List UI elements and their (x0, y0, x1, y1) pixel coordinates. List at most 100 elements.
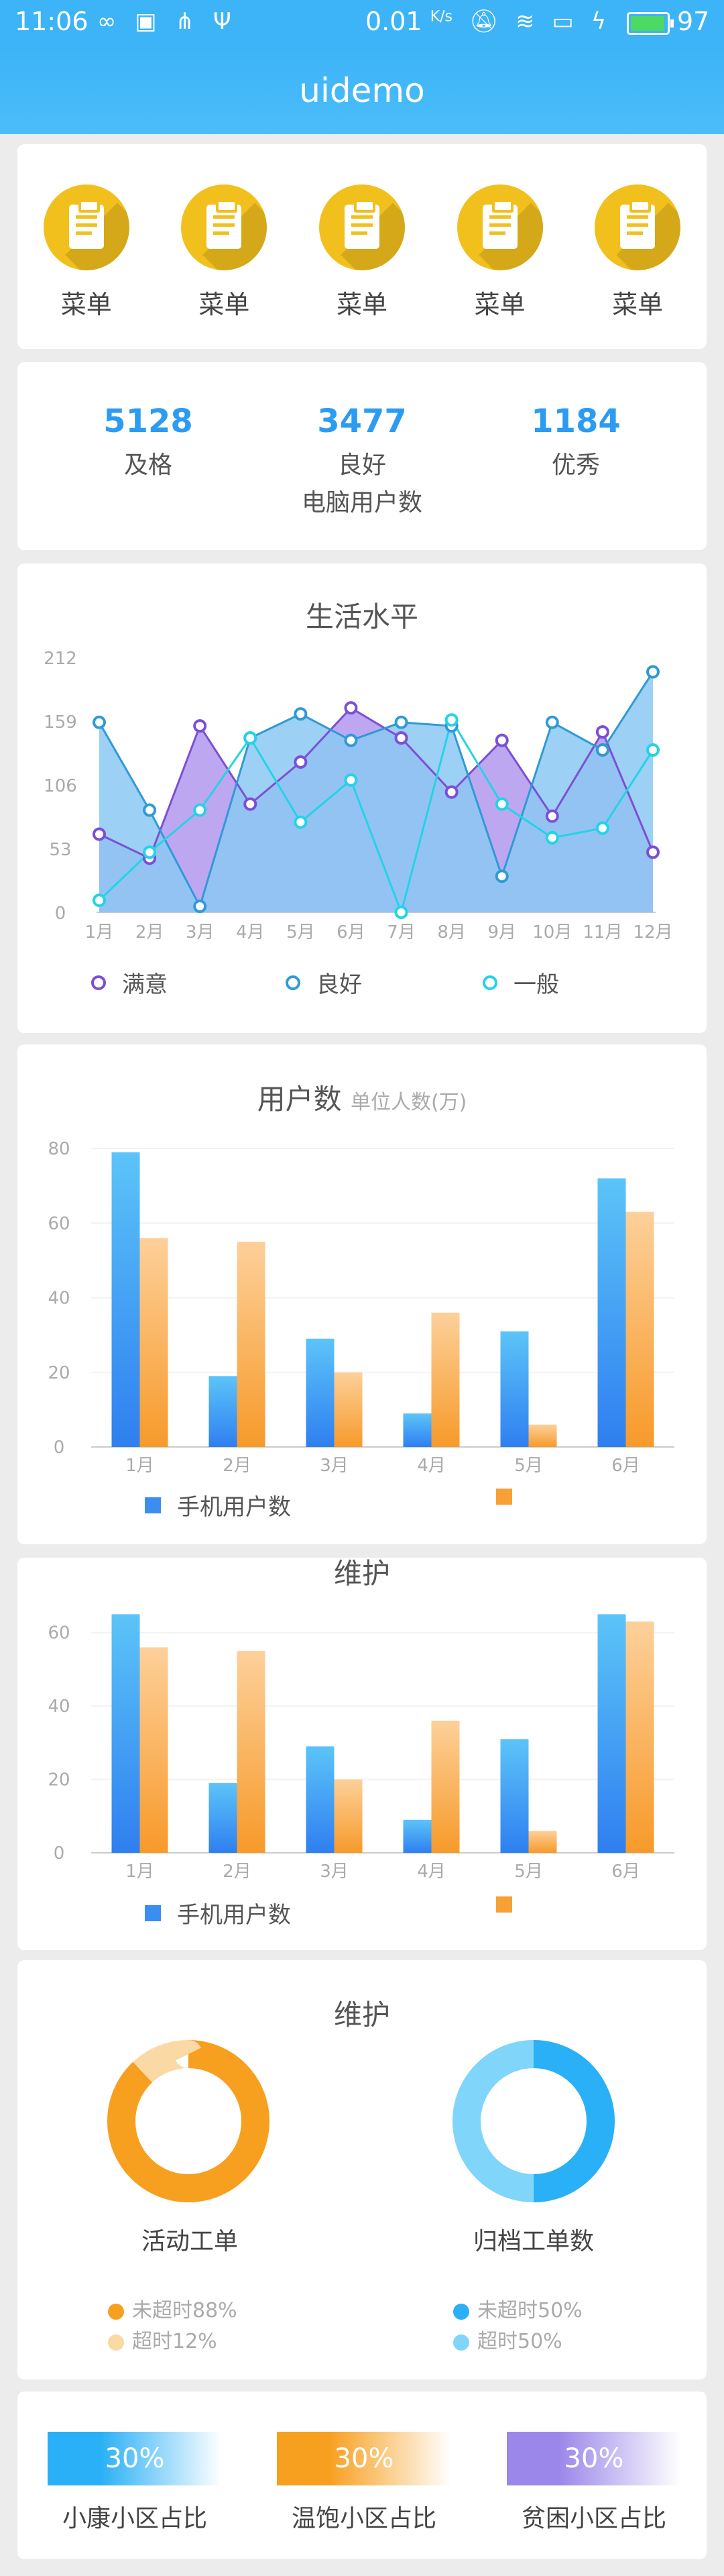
bar (208, 1376, 237, 1447)
menu-item[interactable]: 菜单 (450, 184, 550, 321)
stat-label: 良好 (337, 451, 386, 479)
legend-item: 超时50% (453, 2326, 583, 2357)
y-tick-label: 20 (48, 1770, 70, 1790)
bar (334, 1779, 363, 1853)
x-tick-label: 4月 (417, 1862, 446, 1882)
bar (431, 1312, 460, 1447)
x-tick-label: 1月 (85, 922, 114, 943)
network-speed: 0.01 K/s (365, 7, 453, 36)
x-tick-label: 2月 (135, 922, 164, 943)
chart-subtitle: 单位人数(万) (350, 1091, 467, 1114)
clipboard-icon (181, 184, 267, 270)
x-tick-label: 4月 (236, 922, 265, 943)
user-count-chart: 0 20 40 60 80 1月 2月 3月 4月 5月 6月 (48, 1139, 674, 1476)
legend-marker (453, 2334, 469, 2351)
legend-label: 手机用户数 (177, 1902, 291, 1929)
bar (139, 1238, 168, 1447)
y-tick-label: 40 (48, 1697, 70, 1717)
x-tick-label: 4月 (417, 1456, 446, 1476)
data-point (193, 900, 207, 914)
data-point (394, 715, 408, 729)
network-icon: ⋔ (175, 8, 194, 35)
bar (111, 1152, 140, 1447)
bar (306, 1338, 335, 1447)
data-point (243, 731, 257, 745)
x-tick-label: 10月 (532, 922, 572, 943)
data-point (193, 719, 207, 733)
chart-legend: 满意 (91, 966, 168, 999)
legend-label: 一般 (514, 971, 559, 998)
x-tick-label: 6月 (611, 1456, 640, 1476)
x-tick-label: 7月 (387, 922, 416, 943)
data-point (646, 743, 660, 757)
maintenance-donut-card: 维护 活动工单 归档工单数 未超时88% 超时12% 未超时50% 超时50% (17, 1960, 707, 2379)
clipboard-icon (43, 184, 129, 270)
bar (334, 1372, 363, 1447)
donut-slice (107, 2040, 269, 2202)
menu-item[interactable]: 菜单 (587, 184, 688, 321)
stat-item: 1184 优秀 (495, 402, 656, 480)
y-tick-label: 159 (44, 712, 77, 733)
stat-value: 1184 (531, 402, 621, 440)
y-tick-label: 53 (49, 840, 71, 860)
legend-marker (145, 1497, 161, 1513)
bar (500, 1739, 529, 1853)
chart-legend (496, 1896, 512, 1913)
chart-title: 用户数 单位人数(万) (257, 1083, 467, 1116)
stat-label: 及格 (123, 451, 172, 479)
x-tick-label: 5月 (514, 1456, 543, 1476)
legend-item: 超时12% (108, 2326, 237, 2357)
data-point (93, 827, 106, 841)
usb-icon: Ψ (213, 8, 231, 35)
menu-item[interactable]: 菜单 (312, 184, 412, 321)
x-tick-label: 2月 (223, 1456, 251, 1476)
y-tick-label: 0 (54, 1843, 65, 1864)
bar (403, 1413, 432, 1447)
data-point (444, 785, 459, 799)
data-point (93, 715, 106, 729)
bar (306, 1746, 335, 1853)
data-point (294, 755, 308, 769)
legend-marker (496, 1489, 512, 1505)
x-tick-label: 3月 (320, 1862, 349, 1882)
bar (431, 1721, 460, 1853)
data-point (143, 803, 157, 817)
data-point (495, 797, 509, 811)
ratio-bar: 30% (507, 2432, 681, 2485)
x-tick-label: 11月 (583, 922, 622, 943)
stats-card: 5128 及格 3477 良好 1184 优秀 电脑用户数 (17, 362, 707, 550)
screen-icon: ▭ (552, 8, 574, 35)
infinity-icon: ∞ (97, 8, 117, 35)
data-point (595, 821, 609, 835)
donut-slice (107, 2040, 269, 2202)
data-point (545, 809, 559, 823)
data-point (646, 665, 660, 679)
legend-marker (91, 975, 106, 990)
data-point (646, 845, 660, 859)
image-icon: ▣ (135, 8, 157, 35)
data-point (394, 906, 408, 919)
menu-item[interactable]: 菜单 (36, 184, 137, 321)
ratio-item: 30% 温饱小区占比 (277, 2432, 451, 2534)
stats-caption: 电脑用户数 (301, 489, 422, 517)
legend-marker (496, 1896, 512, 1913)
legend-marker (453, 2303, 469, 2320)
ratio-label: 小康小区占比 (62, 2505, 207, 2532)
maintenance-bar-chart: 0 20 40 60 1月 2月 3月 4月 5月 6月 (48, 1614, 674, 1882)
menu-item[interactable]: 菜单 (174, 184, 274, 321)
data-point (193, 803, 207, 817)
ratio-label: 温饱小区占比 (291, 2505, 436, 2532)
data-point (344, 773, 358, 787)
data-point (243, 797, 257, 811)
bar (597, 1614, 626, 1853)
chart-title: 生活水平 (305, 600, 418, 633)
data-point (143, 845, 157, 859)
donut-label: 活动工单 (141, 2228, 238, 2255)
user-count-card: 用户数 单位人数(万) 0 20 40 60 80 1月 2月 3月 4月 5月 6月 手机用户数 (17, 1044, 707, 1544)
y-tick-label: 20 (48, 1363, 70, 1383)
data-point (495, 869, 509, 883)
data-point (444, 713, 459, 727)
clipboard-icon (318, 184, 405, 270)
x-tick-label: 8月 (437, 922, 466, 943)
data-point (93, 894, 106, 908)
